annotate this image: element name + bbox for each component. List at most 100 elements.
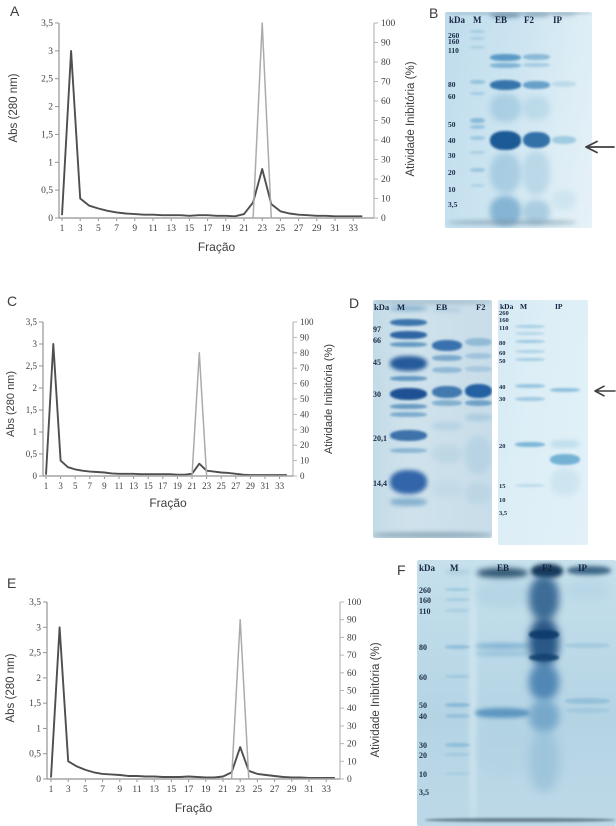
gel-lane-label: EB (497, 563, 510, 573)
gel-band (470, 92, 485, 95)
gel-band (465, 384, 492, 398)
left-tick-label: 3 (48, 47, 53, 57)
gel-band (523, 63, 550, 67)
right-tick-label: 80 (347, 633, 357, 643)
right-tick-label: 20 (381, 175, 391, 185)
gel-marker-label: 60 (499, 350, 506, 357)
x-tick-label: 31 (261, 481, 270, 491)
right-y-axis-title: Atividade Inibitória (%) (370, 642, 382, 757)
gel-lane-label: EB (436, 302, 448, 312)
x-tick-label: 21 (218, 785, 228, 795)
left-tick-label: 1 (33, 427, 38, 437)
gel-band (470, 37, 485, 40)
gel-band (515, 442, 545, 447)
gel-band (390, 376, 427, 381)
gel-band (490, 63, 521, 68)
x-tick-label: 15 (167, 785, 177, 795)
panel-label-c: C (7, 293, 18, 309)
gel-band (445, 675, 470, 678)
gel-band (490, 54, 521, 61)
x-axis-title: Fração (175, 801, 213, 815)
gel-marker-label: 50 (499, 358, 506, 365)
gel-band (445, 714, 470, 718)
gel-marker-label: 30 (448, 151, 456, 160)
gel-band (390, 412, 427, 417)
x-tick-label: 23 (202, 481, 212, 491)
left-tick-label: 0 (33, 471, 38, 481)
gel-marker-label: 80 (419, 643, 427, 652)
gel-band (445, 645, 470, 649)
gel-marker-label: 80 (499, 340, 506, 347)
gel-band (531, 564, 563, 578)
gel-band (470, 118, 485, 123)
gel-band (490, 131, 521, 150)
gel-lane-label: kDa (500, 302, 514, 311)
panel-label-d: D (349, 295, 360, 311)
gel-band (390, 404, 427, 409)
gel-marker-label: 10 (448, 185, 456, 194)
x-tick-label: 33 (348, 224, 358, 234)
gel-band (529, 700, 559, 732)
gel-marker-label: 110 (419, 607, 431, 616)
x-axis-title: Fração (149, 496, 187, 510)
gel-marker-label: 20 (499, 443, 506, 450)
gel-marker-label: 97 (373, 325, 381, 334)
gel-band (390, 306, 427, 311)
gel-marker-label: 20,1 (373, 434, 387, 443)
gel-marker-label: 30 (499, 396, 506, 403)
gel-band (390, 388, 427, 400)
x-tick-label: 7 (100, 785, 105, 795)
x-tick-label: 1 (60, 224, 65, 234)
x-tick-label: 5 (73, 481, 78, 491)
gel-band (470, 184, 485, 187)
panel-label-a: A (10, 3, 20, 19)
gel-marker-label: 260 (448, 31, 460, 40)
gel-band (432, 445, 462, 463)
left-tick-label: 0 (36, 775, 41, 785)
gel-band (550, 454, 580, 465)
gel-lane-label: kDa (419, 563, 436, 573)
gel-marker-label: 20 (448, 168, 456, 177)
gel-band (565, 578, 610, 602)
gel-marker-label: 3,5 (499, 510, 508, 517)
inhibitory-activity-line (46, 352, 287, 477)
gel-band (432, 480, 462, 498)
right-tick-label: 90 (300, 332, 310, 342)
right-tick-label: 30 (381, 156, 391, 166)
gel-band (475, 580, 530, 608)
gel-band (523, 132, 550, 148)
left-tick-label: 2,5 (29, 649, 41, 659)
right-tick-label: 50 (381, 117, 391, 127)
gel-band (390, 356, 427, 371)
gel-band (475, 643, 530, 649)
gel-marker-label: 110 (499, 325, 509, 332)
right-y-axis-title: Atividade Inibitória (%) (323, 344, 335, 454)
gel-band (515, 358, 545, 361)
panel-label-e: E (7, 575, 17, 591)
right-tick-label: 40 (347, 704, 357, 714)
left-tick-label: 2,5 (41, 75, 53, 85)
gel-band (465, 482, 492, 504)
gel-band (373, 532, 492, 538)
x-tick-label: 13 (166, 224, 176, 234)
x-tick-label: 27 (231, 481, 241, 491)
gel-band (445, 570, 470, 574)
right-tick-label: 30 (300, 425, 310, 435)
x-tick-label: 29 (287, 785, 297, 795)
gel-image-d-left: kDa M EB F2 97 66 45 30 20,1 14,4 (373, 300, 492, 538)
gel-band (550, 388, 580, 392)
x-tick-label: 25 (217, 481, 227, 491)
gel-band (445, 598, 470, 601)
inhibitory-activity-line (51, 618, 335, 780)
x-tick-label: 21 (188, 481, 197, 491)
x-tick-label: 33 (321, 785, 331, 795)
left-tick-label: 2 (33, 383, 38, 393)
gel-band (465, 414, 492, 421)
gel-lane-label: EB (495, 15, 508, 25)
left-tick-label: 1 (36, 724, 41, 734)
gel-marker-label: 160 (499, 317, 509, 324)
left-y-axis-title: Abs (280 nm) (5, 653, 17, 722)
gel-image-b: kDa M EB F2 IP 260 160 110 80 60 50 40 30 20 10 3,5 (445, 12, 592, 228)
left-tick-label: 0,5 (26, 449, 38, 459)
